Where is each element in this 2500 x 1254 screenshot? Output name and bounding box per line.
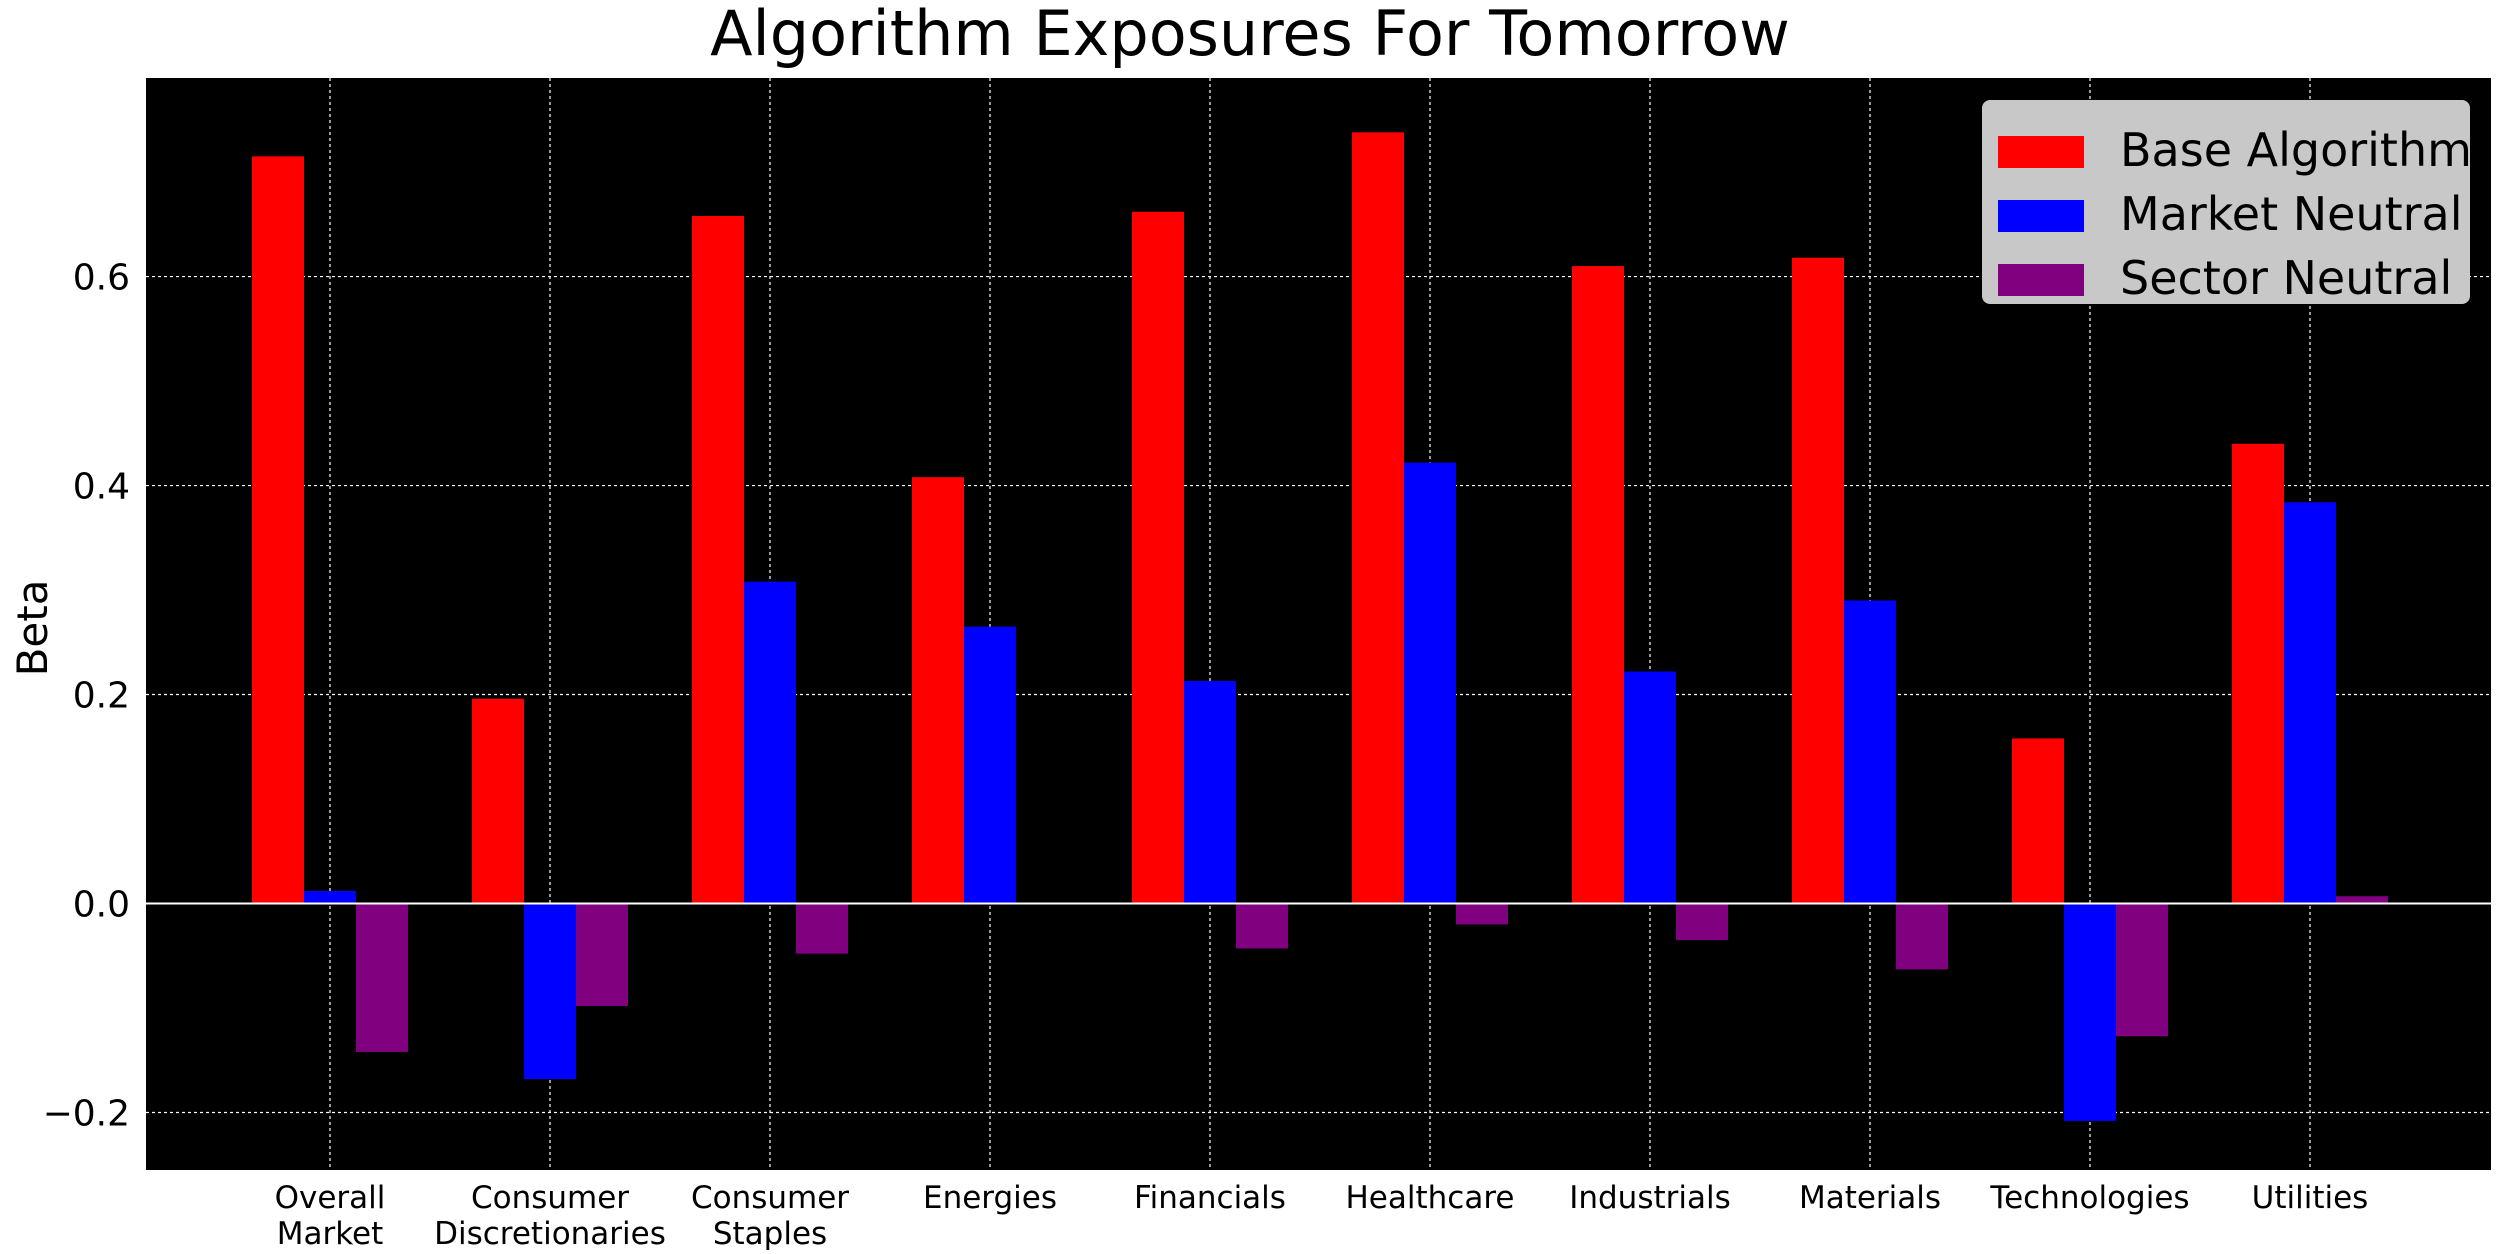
legend-label: Sector Neutral [2120, 251, 2452, 305]
bar-sector-neutral [1896, 903, 1948, 970]
y-tick-label: 0.0 [73, 885, 130, 926]
bar-sector-neutral [356, 903, 408, 1052]
y-axis-label: Beta [8, 580, 57, 677]
bar-base-algorithm [252, 156, 304, 904]
x-tick-label: Healthcare [1346, 1180, 1515, 1216]
bar-base-algorithm [472, 698, 524, 904]
bar-base-algorithm [2232, 443, 2284, 904]
legend-label: Base Algorithm [2120, 123, 2472, 177]
y-tick-label: 0.2 [73, 676, 130, 717]
legend-box [1982, 100, 2470, 304]
x-tick-label: Overall Market [275, 1180, 386, 1250]
legend-swatch [1998, 200, 2084, 232]
x-tick-label: Energies [923, 1180, 1057, 1216]
bar-market-neutral [2064, 903, 2116, 1121]
bar-base-algorithm [1572, 266, 1624, 904]
bar-base-algorithm [1792, 257, 1844, 904]
bar-market-neutral [964, 626, 1016, 904]
legend-label: Market Neutral [2120, 187, 2463, 241]
bar-market-neutral [524, 903, 576, 1080]
bar-sector-neutral [576, 903, 628, 1006]
chart-title: Algorithm Exposures For Tomorrow [710, 0, 1790, 70]
x-tick-label: Financials [1134, 1180, 1286, 1216]
bar-market-neutral [304, 890, 356, 904]
bar-market-neutral [1844, 600, 1896, 904]
y-tick-label: 0.4 [73, 467, 130, 508]
bar-base-algorithm [1352, 132, 1404, 904]
bar-market-neutral [1184, 680, 1236, 904]
x-tick-label: Technologies [1989, 1180, 2189, 1216]
bar-sector-neutral [796, 903, 848, 954]
bar-sector-neutral [2336, 896, 2388, 904]
bar-market-neutral [1624, 671, 1676, 904]
y-tick-label: −0.2 [43, 1094, 130, 1135]
y-tick-label: 0.6 [73, 258, 130, 299]
bar-sector-neutral [1236, 903, 1288, 949]
x-tick-label: Utilities [2252, 1180, 2369, 1216]
legend-swatch [1998, 264, 2084, 296]
bar-base-algorithm [1132, 211, 1184, 904]
bar-sector-neutral [1676, 903, 1728, 941]
bar-base-algorithm [912, 477, 964, 904]
bar-sector-neutral [2116, 903, 2168, 1037]
x-tick-label: Consumer Discretionaries [434, 1180, 666, 1250]
bar-sector-neutral [1456, 903, 1508, 925]
bar-base-algorithm [692, 215, 744, 904]
bar-base-algorithm [2012, 738, 2064, 904]
x-tick-label: Industrials [1569, 1180, 1731, 1216]
bar-market-neutral [1404, 462, 1456, 904]
bar-market-neutral [2284, 502, 2336, 904]
legend-swatch [1998, 136, 2084, 168]
x-tick-label: Consumer Staples [691, 1180, 849, 1250]
legend: Base Algorithm Market Neutral Sector Neutr… [1982, 100, 2472, 305]
bar-market-neutral [744, 581, 796, 904]
x-tick-label: Materials [1799, 1180, 1941, 1216]
